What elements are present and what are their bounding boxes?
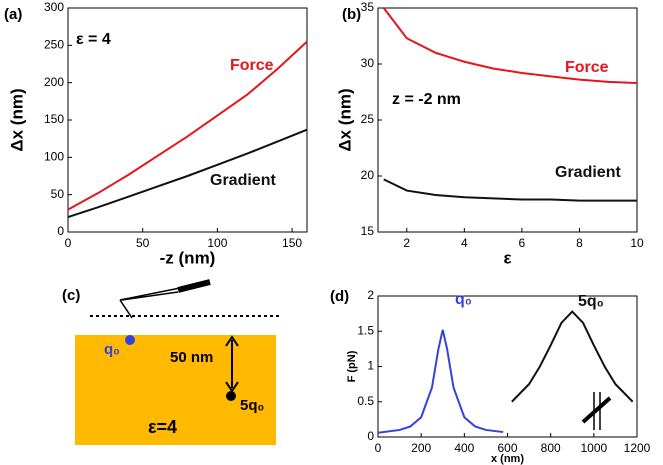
y-axis-label: Δx (nm) <box>7 88 26 151</box>
substrate <box>75 335 276 445</box>
series-line <box>382 7 638 85</box>
x-tick-label: 0 <box>375 441 382 455</box>
x-tick-label: 150 <box>282 236 302 250</box>
x-tick-label: 1200 <box>624 441 651 455</box>
x-tick-label: 100 <box>207 236 227 250</box>
x-tick-label: 2 <box>403 236 410 250</box>
y-tick-label: 50 <box>51 187 65 201</box>
y-tick-label: 35 <box>361 0 375 14</box>
series-label: 5q₀ <box>578 293 604 310</box>
x-tick-label: 1000 <box>580 441 607 455</box>
y-tick-label: 0 <box>367 429 374 443</box>
x-axis-label: -z (nm) <box>160 248 216 267</box>
panel-label: (c) <box>62 287 80 304</box>
y-tick-label: 200 <box>44 75 64 89</box>
y-tick-label: 0 <box>57 224 64 238</box>
y-tick-label: 15 <box>361 224 375 238</box>
x-tick-label: 800 <box>541 441 561 455</box>
x-tick-label: 8 <box>576 236 583 250</box>
series-label: q₀ <box>455 291 472 308</box>
y-tick-label: 1.5 <box>357 323 374 337</box>
x-tick-label: 600 <box>497 441 517 455</box>
y-tick-label: 2 <box>367 288 374 302</box>
y-tick-label: 1 <box>367 359 374 373</box>
series-line <box>67 128 308 219</box>
x-tick-label: 0 <box>65 236 72 250</box>
y-axis-label: F (pN) <box>346 350 358 382</box>
series-line <box>67 40 308 211</box>
image-charge-label: 5q₀ <box>240 397 264 414</box>
series-line <box>377 329 504 434</box>
panel-label: (b) <box>342 6 361 23</box>
x-tick-label: 400 <box>454 441 474 455</box>
x-tick-label: 200 <box>411 441 431 455</box>
y-tick-label: 30 <box>361 56 375 70</box>
x-axis-label: x (nm) <box>491 453 524 465</box>
y-tick-label: 0.5 <box>357 394 374 408</box>
annotation: ε = 4 <box>76 31 111 48</box>
epsilon-label: ε=4 <box>148 417 177 437</box>
y-tick-label: 150 <box>44 112 64 126</box>
y-tick-label: 250 <box>44 38 64 52</box>
y-tick-label: 100 <box>44 150 64 164</box>
cantilever-arm <box>177 279 211 293</box>
axis-break <box>581 392 612 430</box>
image-charge <box>226 391 236 401</box>
charge-label: q₀ <box>104 341 120 358</box>
series-label: Gradient <box>555 164 621 181</box>
plot-frame <box>377 295 638 438</box>
series-label: Force <box>565 59 609 76</box>
x-tick-label: 4 <box>461 236 468 250</box>
y-tick-label: 300 <box>44 0 64 14</box>
x-tick-label: 10 <box>630 236 644 250</box>
series-label: Gradient <box>210 172 276 189</box>
series-label: Force <box>230 57 274 74</box>
annotation: z = -2 nm <box>392 91 461 108</box>
panel-label: (d) <box>330 288 349 305</box>
x-tick-label: 6 <box>519 236 526 250</box>
series-line <box>511 310 634 403</box>
x-tick-label: 50 <box>136 236 150 250</box>
y-tick-label: 20 <box>361 168 375 182</box>
panel-label: (a) <box>4 6 22 23</box>
y-axis-label: Δx (nm) <box>335 88 354 151</box>
distance-label: 50 nm <box>170 349 213 366</box>
cantilever <box>119 283 211 319</box>
arrow-heads <box>225 335 239 393</box>
y-tick-label: 25 <box>361 112 375 126</box>
x-axis-label: ε <box>503 248 511 267</box>
charge <box>125 335 135 345</box>
series-line <box>383 178 637 202</box>
